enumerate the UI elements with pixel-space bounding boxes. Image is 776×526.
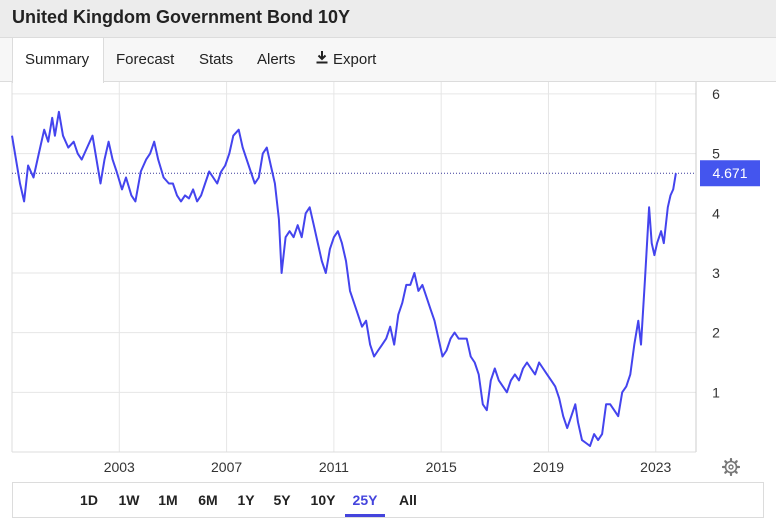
range-25y-button[interactable]: 25Y — [345, 483, 385, 517]
range-6m-button[interactable]: 6M — [195, 483, 221, 517]
title-bar: United Kingdom Government Bond 10Y — [0, 0, 776, 38]
range-1d-button[interactable]: 1D — [77, 483, 101, 517]
y-tick-label: 1 — [712, 384, 720, 400]
x-tick-label: 2023 — [640, 459, 671, 475]
x-tick-label: 2007 — [211, 459, 242, 475]
range-5y-button[interactable]: 5Y — [270, 483, 294, 517]
range-1y-button[interactable]: 1Y — [235, 483, 257, 517]
range-1w-button[interactable]: 1W — [116, 483, 142, 517]
range-1m-button[interactable]: 1M — [155, 483, 181, 517]
last-value-badge: 4.671 — [700, 160, 760, 187]
range-10y-button[interactable]: 10Y — [307, 483, 339, 517]
last-value-label: 4.671 — [712, 165, 747, 181]
range-all-button[interactable]: All — [395, 483, 421, 517]
tab-summary-label: Summary — [25, 51, 90, 68]
tab-stats-label: Stats — [199, 51, 234, 68]
range-6m-label: 6M — [198, 492, 218, 508]
range-1d-label: 1D — [80, 492, 98, 508]
tab-alerts[interactable]: Alerts — [245, 38, 307, 82]
range-25y-label: 25Y — [352, 492, 378, 508]
x-tick-label: 2019 — [533, 459, 564, 475]
tab-export[interactable]: Export — [304, 38, 388, 82]
range-5y-label: 5Y — [273, 492, 291, 508]
x-axis-tick-labels: 2003 2007 2011 2015 2019 2023 — [104, 459, 672, 475]
tab-stats[interactable]: Stats — [187, 38, 245, 82]
y-tick-label: 4 — [712, 205, 720, 221]
tab-alerts-label: Alerts — [257, 51, 296, 68]
horizontal-gridlines — [11, 82, 697, 453]
x-tick-label: 2011 — [319, 459, 349, 475]
tab-forecast-label: Forecast — [116, 51, 175, 68]
yield-series-line — [11, 110, 677, 447]
x-tick-label: 2003 — [104, 459, 135, 475]
tab-export-label: Export — [333, 51, 377, 68]
range-1w-label: 1W — [118, 492, 140, 508]
download-icon — [316, 38, 328, 82]
y-tick-label: 5 — [712, 146, 720, 162]
y-tick-label: 6 — [712, 86, 720, 102]
tab-forecast[interactable]: Forecast — [104, 38, 186, 82]
last-value-badge-bg — [700, 160, 760, 187]
y-tick-label: 2 — [712, 325, 720, 341]
page-title: United Kingdom Government Bond 10Y — [12, 7, 351, 27]
y-tick-label: 3 — [712, 265, 720, 281]
gear-icon[interactable] — [721, 457, 741, 477]
tab-summary[interactable]: Summary — [12, 38, 104, 83]
range-selector: 1D 1W 1M 6M 1Y 5Y 10Y 25Y All — [12, 482, 764, 518]
range-1m-label: 1M — [158, 492, 178, 508]
tab-bar: Summary Forecast Stats Alerts Export — [0, 38, 776, 83]
range-10y-label: 10Y — [310, 492, 336, 508]
vertical-gridlines — [118, 82, 657, 452]
chart-area: 1 2 3 4 5 6 2003 2007 2011 2015 2019 2023 4.671 — [0, 82, 776, 482]
y-axis-tick-labels: 1 2 3 4 5 6 — [712, 86, 720, 400]
range-1y-label: 1Y — [237, 492, 255, 508]
range-all-label: All — [399, 492, 417, 508]
bond-yield-chart: 1 2 3 4 5 6 2003 2007 2011 2015 2019 2023 4.671 — [11, 82, 760, 475]
x-tick-label: 2015 — [426, 459, 457, 475]
